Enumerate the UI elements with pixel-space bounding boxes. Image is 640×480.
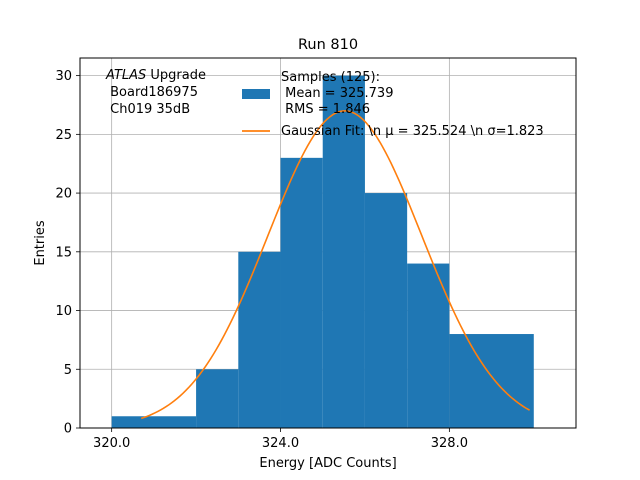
legend-histogram-swatch — [242, 89, 270, 99]
y-axis-ticks: 0 5 10 15 20 25 30 — [55, 69, 80, 437]
y-tick-label-2: 10 — [55, 304, 72, 319]
legend-histogram-label-line1: Samples (125): — [281, 70, 380, 85]
annotation-board: Board186975 — [106, 85, 198, 100]
histogram-bar-6 — [407, 263, 450, 428]
y-tick-label-6: 30 — [55, 69, 72, 84]
annotation-atlas: ATLAS — [105, 68, 146, 83]
y-tick-label-4: 20 — [55, 187, 72, 202]
histogram-bar-5 — [364, 193, 408, 428]
x-tick-label-0: 320.0 — [93, 436, 130, 451]
histogram-bar-7 — [449, 334, 534, 428]
y-tick-label-1: 5 — [64, 363, 72, 378]
legend-histogram-label-line2: Mean = 325.739 — [281, 86, 393, 101]
y-tick-label-5: 25 — [55, 128, 72, 143]
plot-frame — [79, 57, 577, 429]
histogram-bar-0 — [111, 416, 197, 428]
y-axis-label: Entries — [33, 220, 48, 266]
histogram-bar-3 — [280, 157, 323, 429]
x-tick-label-2: 328.0 — [431, 436, 468, 451]
legend: Samples (125): Mean = 325.739 RMS = 1.84… — [242, 70, 544, 139]
chart-title: Run 810 — [298, 37, 358, 53]
histogram-bar-2 — [238, 251, 281, 428]
gaussian-fit-curve — [140, 110, 530, 420]
x-axis-ticks: 320.0 324.0 328.0 — [93, 428, 468, 451]
atlas-annotation: ATLAS Upgrade Board186975 Ch019 35dB — [105, 68, 206, 117]
histogram-bars — [111, 75, 534, 429]
svg-text:ATLAS Upgrade: ATLAS Upgrade — [105, 68, 206, 83]
legend-histogram-label-line3: RMS = 1.846 — [281, 102, 370, 117]
histogram-bar-1 — [196, 369, 239, 428]
annotation-channel: Ch019 35dB — [106, 102, 190, 117]
x-tick-label-1: 324.0 — [262, 436, 299, 451]
histogram-bar-4 — [322, 75, 365, 428]
x-axis-label: Energy [ADC Counts] — [259, 456, 396, 471]
legend-fit-label: Gaussian Fit: \n μ = 325.524 \n σ=1.823 — [281, 124, 544, 139]
annotation-upgrade: Upgrade — [146, 68, 206, 83]
y-tick-label-3: 15 — [55, 245, 72, 260]
y-tick-label-0: 0 — [64, 422, 72, 437]
